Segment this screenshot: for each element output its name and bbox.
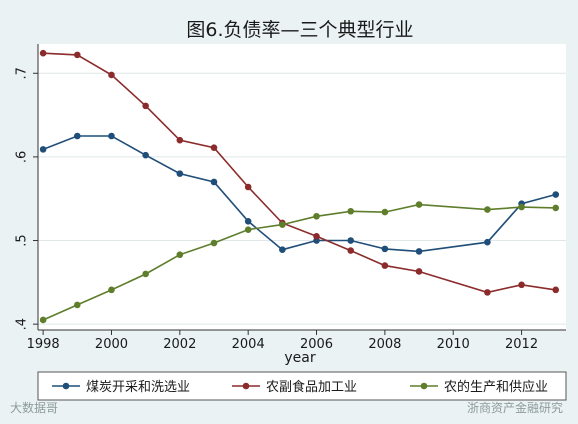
data-point [244,217,252,225]
x-tick-label: 2004 [232,337,265,352]
series-layer [39,49,560,324]
data-point [381,262,389,269]
data-point [484,206,491,213]
legend-marker [62,382,70,390]
series-3 [39,201,560,324]
data-point [39,316,47,324]
data-point [415,268,423,275]
y-tick-label: .7 [15,67,30,79]
data-point [381,208,389,216]
legend-item: 农副食品加工业 [232,379,357,395]
axes [37,44,566,331]
data-point [347,237,354,244]
data-point [415,248,423,255]
data-point [210,239,218,247]
data-point [552,204,560,212]
y-tick-label: .5 [15,234,30,246]
x-tick-label: 2010 [437,337,470,352]
data-point [210,144,218,151]
data-point [108,286,115,294]
data-point [108,71,115,79]
x-tick-label: 2000 [95,337,128,352]
data-point [381,245,389,253]
legend-marker [420,382,428,390]
data-point [484,289,491,296]
x-tick-label: 1998 [27,337,60,352]
legend-item: 农的生产和供应业 [410,379,548,395]
x-tick-label: 2008 [368,337,401,352]
data-point [313,233,320,240]
y-tick-label: .4 [15,318,30,330]
data-point [518,203,525,211]
y-tick-label: .6 [15,151,30,163]
data-point [108,132,115,140]
x-tick-label: 2002 [163,337,196,352]
data-point [552,286,560,294]
data-point [74,51,81,59]
data-point [176,136,184,144]
watermark-left: 大数据哥 [10,400,58,415]
y-axis-ticks: .4 .5 .6 .7 [15,67,38,330]
x-axis-ticks: 1998 2000 2002 2004 2006 2008 2010 2012 [27,330,538,352]
chart-title: 图6.负债率—三个典型行业 [186,19,413,41]
data-point [279,221,286,228]
grid-lines [38,72,566,325]
data-point [484,238,491,246]
watermark-right: 浙商资产金融研究 [467,400,563,415]
legend: 煤炭开采和洗选业 农副食品加工业 农的生产和供应业 [52,379,548,395]
legend-label: 农的生产和供应业 [444,379,548,395]
data-point [74,132,81,140]
legend-box [37,371,567,401]
data-point [518,281,525,289]
data-point [39,49,47,57]
data-point [142,270,149,278]
x-axis-label: year [284,350,315,366]
data-point [244,226,252,233]
data-point [279,246,286,254]
data-point [176,251,184,259]
x-tick-label: 2012 [505,337,538,352]
data-point [39,146,47,153]
data-point [552,191,560,198]
data-point [142,102,149,110]
data-point [415,201,423,208]
legend-marker [242,382,250,390]
data-point [347,207,354,215]
legend-item: 煤炭开采和洗选业 [52,380,190,395]
x-tick-label: 2006 [300,337,333,352]
data-point [313,212,320,220]
legend-label: 农副食品加工业 [266,379,357,395]
data-point [210,178,218,186]
data-point [244,183,252,191]
data-point [347,247,354,254]
data-point [176,170,184,177]
data-point [74,301,81,309]
legend-label: 煤炭开采和洗选业 [86,380,190,395]
data-point [142,151,149,159]
